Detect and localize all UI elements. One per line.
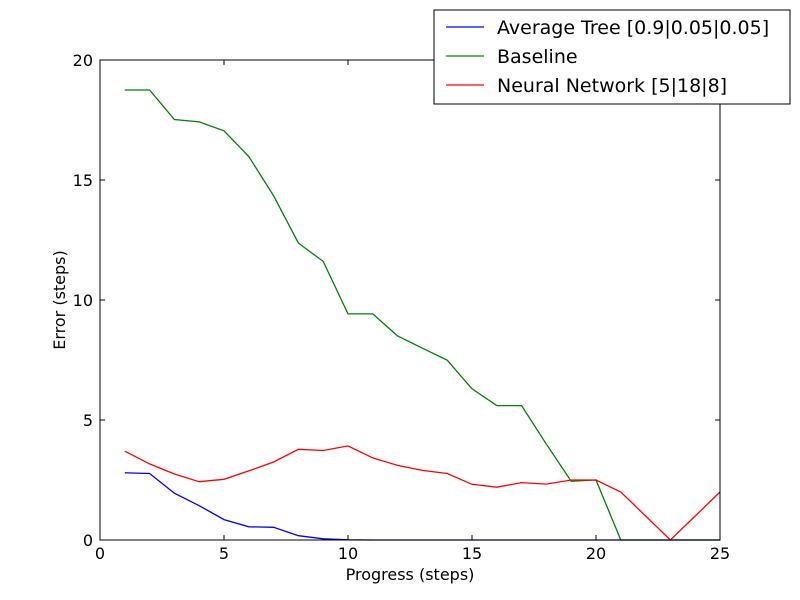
x-axis-label: Progress (steps) <box>346 565 475 584</box>
series-line-0 <box>124 472 720 541</box>
legend-label-2: Neural Network [5|18|8] <box>497 75 727 97</box>
y-axis-label: Error (steps) <box>50 250 69 350</box>
y-tick-label: 20 <box>73 51 93 70</box>
y-tick-label: 15 <box>73 171 93 190</box>
y-tick-label: 0 <box>83 531 93 550</box>
x-tick-label: 10 <box>338 544 358 563</box>
x-tick-label: 5 <box>219 544 229 563</box>
tick-layer: 0 5 10 15 20 25 0 5 10 15 20 <box>73 51 731 563</box>
legend-label-1: Baseline <box>497 46 578 68</box>
legend-frame <box>433 9 791 105</box>
x-tick-label: 20 <box>586 544 606 563</box>
series-line-2 <box>124 445 721 541</box>
series-layer <box>124 89 721 541</box>
y-tick-label: 10 <box>73 291 93 310</box>
x-tick-label: 0 <box>95 544 105 563</box>
x-tick-label: 15 <box>462 544 482 563</box>
legend: Average Tree [0.9|0.05|0.05] Baseline Neur… <box>433 9 791 105</box>
y-tick-label: 5 <box>83 411 93 430</box>
x-tick-label: 25 <box>710 544 730 563</box>
series-line-1 <box>124 89 720 541</box>
legend-label-0: Average Tree [0.9|0.05|0.05] <box>497 17 769 39</box>
